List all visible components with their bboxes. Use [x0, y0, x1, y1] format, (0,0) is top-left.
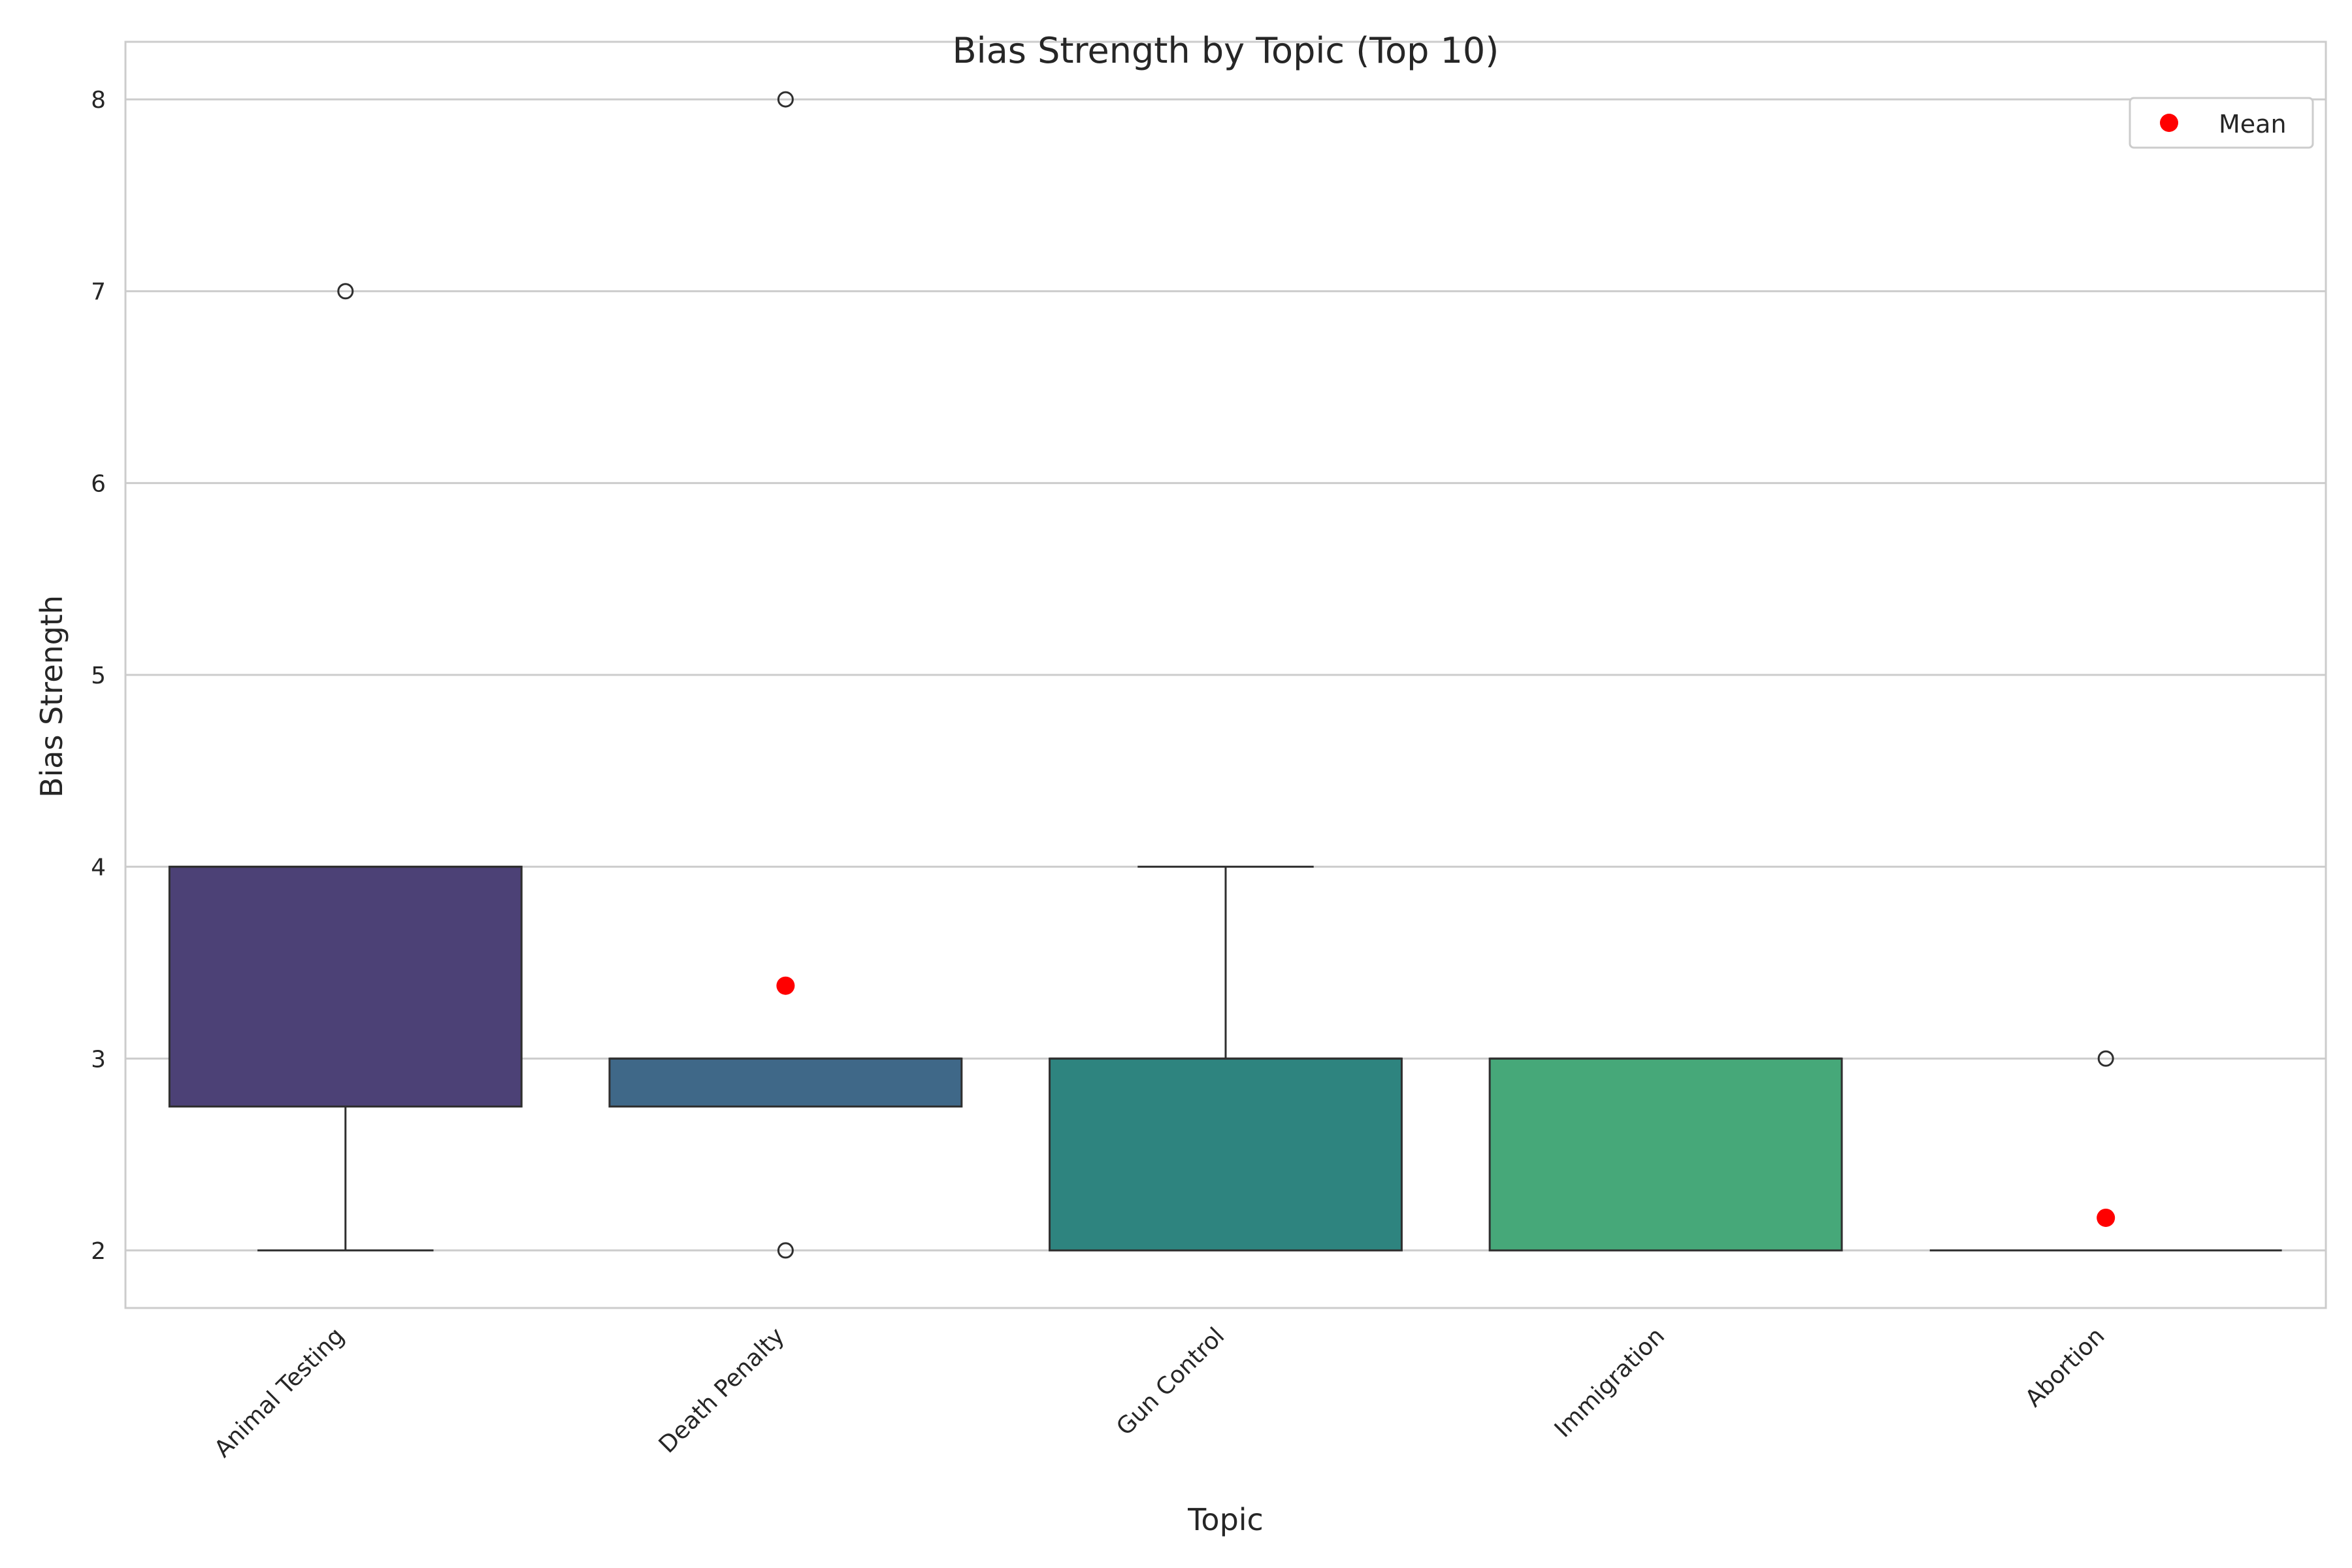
mean-point	[2097, 1208, 2115, 1227]
y-tick-label: 4	[91, 855, 106, 881]
legend: Mean	[2129, 97, 2314, 149]
box-group	[608, 91, 963, 1259]
box-iqr	[1488, 1057, 1843, 1252]
y-tick-label: 6	[91, 470, 106, 497]
box-group	[1488, 1057, 1843, 1252]
x-axis-label: Topic	[1187, 1502, 1264, 1537]
y-tick-label: 5	[91, 662, 106, 689]
legend-label: Mean	[2219, 110, 2287, 139]
box-iqr	[168, 866, 523, 1108]
chart-title: Bias Strength by Topic (Top 10)	[953, 30, 1499, 71]
box-group	[168, 283, 523, 1252]
y-tick-label: 2	[91, 1238, 106, 1265]
box-group	[1049, 866, 1403, 1252]
mean-point	[776, 976, 795, 995]
y-axis-label: Bias Strength	[34, 595, 69, 798]
y-tick-labels: 2 3 4 5 6 7 8	[91, 87, 106, 1265]
outlier-point	[2097, 1050, 2114, 1067]
box-group	[1929, 1050, 2282, 1252]
outlier-point	[337, 283, 354, 300]
outlier-point	[777, 91, 794, 108]
box-iqr	[1049, 1057, 1403, 1252]
y-tick-label: 7	[91, 279, 106, 306]
legend-box	[2129, 97, 2314, 149]
outlier-point	[777, 1242, 794, 1259]
box-plots	[168, 91, 2282, 1259]
y-tick-label: 3	[91, 1046, 106, 1073]
box-iqr	[608, 1057, 963, 1108]
legend-mean-marker	[2160, 114, 2178, 132]
y-tick-label: 8	[91, 87, 106, 114]
plot-area	[124, 41, 2327, 1309]
